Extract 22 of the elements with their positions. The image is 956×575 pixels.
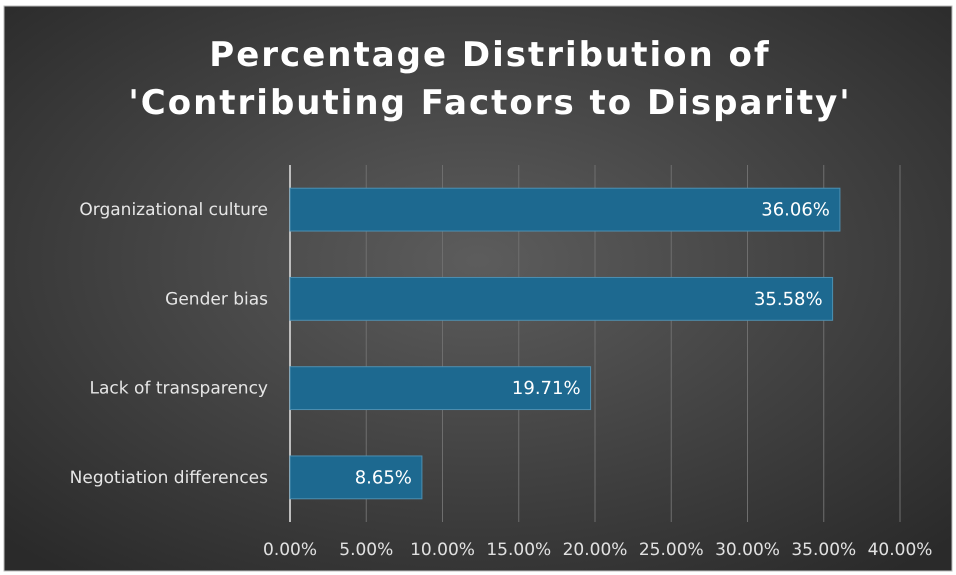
x-tick-label: 15.00%	[486, 540, 552, 560]
x-tick-label: 35.00%	[791, 540, 856, 560]
x-tick-label: 0.00%	[262, 540, 318, 560]
x-tick-label: 25.00%	[638, 540, 704, 560]
y-tick-label: Negotiation differences	[70, 468, 268, 488]
bar	[290, 188, 840, 232]
x-tick-label: 20.00%	[562, 540, 628, 560]
bar	[290, 276, 834, 321]
y-tick-label: Organizational culture	[79, 200, 268, 220]
x-tick-label: 10.00%	[410, 540, 475, 560]
bar	[290, 366, 592, 410]
x-tick-label: 30.00%	[715, 540, 780, 560]
y-tick-label: Gender bias	[165, 289, 268, 310]
bar	[290, 455, 422, 500]
data-label: 19.71%	[512, 378, 581, 400]
data-label: 35.58%	[754, 288, 823, 310]
y-tick-label: Lack of transparency	[90, 378, 268, 399]
x-tick-label: 40.00%	[868, 540, 932, 560]
x-tick-label: 5.00%	[339, 540, 394, 560]
data-label: 36.06%	[761, 200, 830, 221]
data-label: 8.65%	[354, 467, 412, 488]
chart-title: Percentage Distribution of 'Contributing Factors to Disparity'	[128, 35, 852, 123]
